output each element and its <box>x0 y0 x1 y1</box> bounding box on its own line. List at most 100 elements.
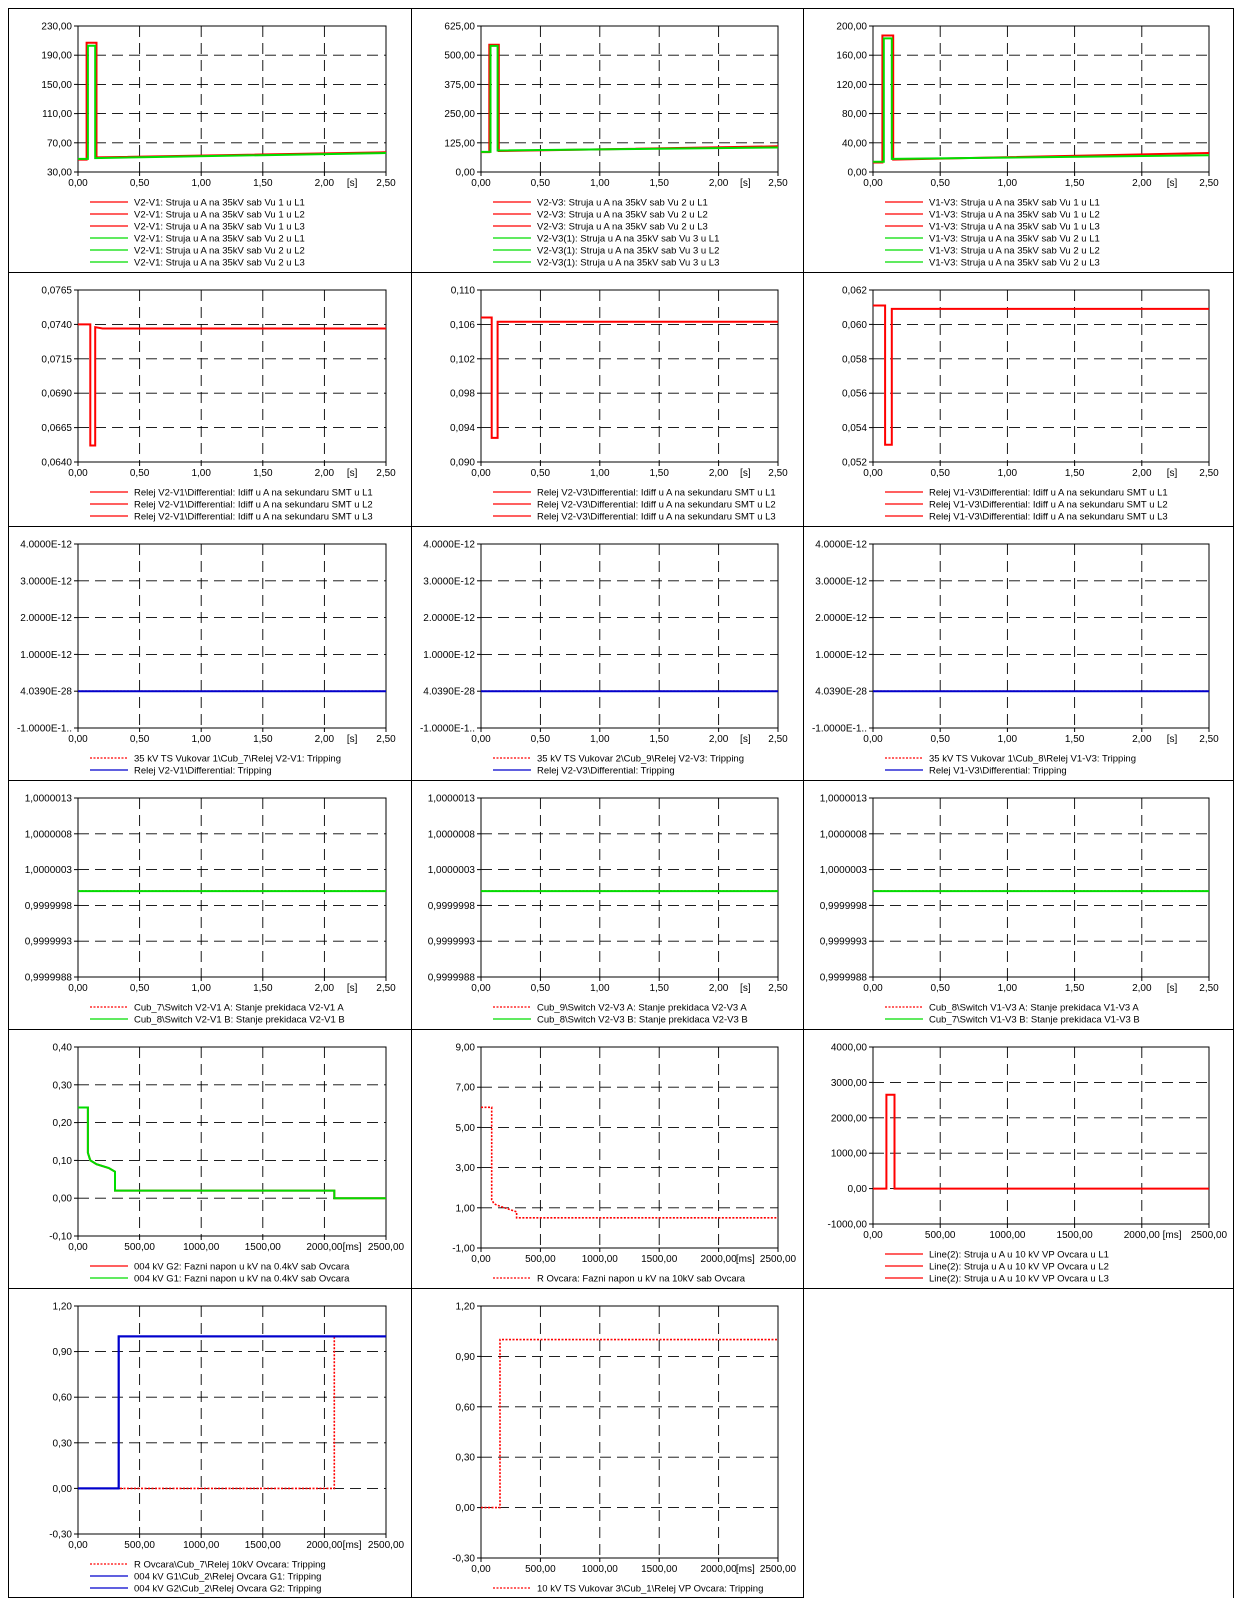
x-tick-label: 500,00 <box>925 1230 956 1241</box>
y-tick-label: 1000,00 <box>831 1149 868 1160</box>
legend-label: V1-V3: Struja u A na 35kV sab Vu 1 u L1 <box>929 198 1100 209</box>
chart-svg: 0,0640 0,0665 0,0690 0,0715 0,0740 0,0765 0,00… <box>41 286 396 523</box>
x-tick-label: 0,00 <box>471 983 491 994</box>
series-line <box>78 1335 386 1490</box>
x-tick-label: 0,00 <box>471 734 491 745</box>
plot-frame <box>480 797 779 978</box>
x-tick-label: 1000,00 <box>183 1540 220 1551</box>
x-tick-label: 1,00 <box>590 734 610 745</box>
x-tick-label: 0,50 <box>531 734 551 745</box>
y-tick-label: 0,090 <box>450 458 475 469</box>
plot-frame <box>77 25 387 173</box>
y-tick-label: 0,90 <box>456 1352 476 1363</box>
series-line <box>873 34 1210 164</box>
legend-label: Relej V2-V1\Differential: Tripping <box>134 766 272 777</box>
cell-border <box>8 272 1234 273</box>
x-tick-label: 500,00 <box>124 1242 155 1253</box>
x-tick-label: 0,50 <box>130 983 150 994</box>
x-tick-label: 0,00 <box>471 1254 491 1265</box>
series-line <box>78 44 387 160</box>
x-tick-label: 2,50 <box>1199 468 1219 479</box>
y-tick-label: -0,30 <box>452 1554 475 1565</box>
legend-label: Relej V1-V3\Differential: Idiff u A na s… <box>929 512 1168 523</box>
y-tick-label: 0,00 <box>848 1184 868 1195</box>
y-tick-label: 3.0000E-12 <box>815 576 867 587</box>
chart-panel: 0,9999988 0,9999993 0,9999998 1,0000003 1,00… <box>8 780 411 1029</box>
series-line <box>873 304 1209 446</box>
x-tick-label: 1,50 <box>253 468 273 479</box>
x-tick-label: 1000,00 <box>582 1564 619 1575</box>
y-tick-label: 4.0000E-12 <box>423 540 475 551</box>
y-tick-label: 0,098 <box>450 389 475 400</box>
chart-panel: -0,10 0,00 0,10 0,20 0,30 0,40 0,00 500,00 1000,… <box>8 1029 411 1288</box>
x-tick-label: 2,00 <box>709 734 729 745</box>
y-tick-label: 5,00 <box>456 1123 476 1134</box>
x-tick-label: 2000,00 <box>701 1254 738 1265</box>
x-tick-label: 2500,00 <box>760 1564 797 1575</box>
plot-frame <box>77 797 387 978</box>
chart-panel: 0,00 40,00 80,00 120,00 160,00 200,00 0,00 0,50… <box>803 8 1234 272</box>
y-tick-label: 0,00 <box>53 1484 73 1495</box>
x-tick-label: 2,50 <box>376 983 396 994</box>
legend-label: Relej V2-V3\Differential: Idiff u A na s… <box>537 500 776 511</box>
chart-svg: -1.0000E-1.. 4.0390E-28 1.0000E-12 2.0000E-… <box>420 540 788 777</box>
plot-frame <box>872 797 1210 978</box>
series-line <box>78 1106 386 1200</box>
y-tick-label: -0,30 <box>49 1530 72 1541</box>
y-tick-label: 2000,00 <box>831 1113 868 1124</box>
plot-frame <box>480 25 779 173</box>
y-tick-label: 4000,00 <box>831 1043 868 1054</box>
x-tick-label: 0,00 <box>863 468 883 479</box>
x-tick-label: 1,50 <box>649 468 669 479</box>
x-tick-label: 2,50 <box>768 468 788 479</box>
legend-label: Relej V2-V3\Differential: Tripping <box>537 766 675 777</box>
y-tick-label: 110,00 <box>42 109 72 120</box>
x-unit-label: [s] <box>347 178 358 189</box>
legend-label: V1-V3: Struja u A na 35kV sab Vu 2 u L3 <box>929 258 1100 269</box>
y-tick-label: 4.0390E-28 <box>815 687 867 698</box>
x-tick-label: 1,00 <box>998 178 1018 189</box>
x-tick-label: 1,00 <box>191 734 211 745</box>
legend-label: V1-V3: Struja u A na 35kV sab Vu 1 u L2 <box>929 210 1100 221</box>
y-tick-label: 0,40 <box>53 1043 73 1054</box>
legend-label: V2-V1: Struja u A na 35kV sab Vu 1 u L2 <box>134 210 305 221</box>
x-tick-label: 1,50 <box>253 178 273 189</box>
plot-frame <box>480 289 779 463</box>
series-line <box>78 1335 386 1490</box>
y-tick-label: 0,60 <box>456 1402 476 1413</box>
y-tick-label: 2.0000E-12 <box>423 613 475 624</box>
y-tick-label: 0,9999993 <box>428 937 476 948</box>
x-tick-label: 2,50 <box>1199 983 1219 994</box>
y-tick-label: 0,20 <box>53 1118 73 1129</box>
x-tick-label: 0,50 <box>930 734 950 745</box>
y-tick-label: 625,00 <box>444 22 475 33</box>
y-tick-label: 1,0000008 <box>428 829 476 840</box>
x-tick-label: 2,00 <box>315 468 335 479</box>
x-tick-label: 2,00 <box>709 178 729 189</box>
x-tick-label: 1,00 <box>998 983 1018 994</box>
chart-panel: 0,090 0,094 0,098 0,102 0,106 0,110 0,00 0,50 1,… <box>411 272 803 526</box>
legend-label: V2-V1: Struja u A na 35kV sab Vu 1 u L1 <box>134 198 305 209</box>
legend-label: V2-V1: Struja u A na 35kV sab Vu 2 u L3 <box>134 258 305 269</box>
x-tick-label: 1,00 <box>998 468 1018 479</box>
legend-label: V2-V1: Struja u A na 35kV sab Vu 2 u L2 <box>134 246 305 257</box>
y-tick-label: 0,60 <box>53 1393 73 1404</box>
x-tick-label: 2,50 <box>768 734 788 745</box>
y-tick-label: 0,102 <box>450 354 475 365</box>
plot-frame <box>77 1305 387 1535</box>
series-line <box>78 323 386 447</box>
chart-panel: -0,30 0,00 0,30 0,60 0,90 1,20 0,00 500,00 1000,… <box>411 1288 803 1598</box>
x-tick-label: 2500,00 <box>1191 1230 1228 1241</box>
chart-svg: 0,00 125,00 250,00 375,00 500,00 625,00 0,00 0,… <box>444 22 788 269</box>
x-tick-label: 0,50 <box>130 734 150 745</box>
y-tick-label: 0,0640 <box>41 458 72 469</box>
y-tick-label: 0,0715 <box>41 354 72 365</box>
y-tick-label: 0,094 <box>450 423 475 434</box>
x-tick-label: 1000,00 <box>582 1254 619 1265</box>
legend-label: 004 kV G2: Fazni napon u kV na 0.4kV sab… <box>134 1262 350 1273</box>
y-tick-label: 4.0390E-28 <box>20 687 72 698</box>
x-tick-label: 1,00 <box>590 178 610 189</box>
x-tick-label: 1,50 <box>1065 468 1085 479</box>
chart-grid: 30,00 70,00 110,00 150,00 190,00 230,00 0,00 0,… <box>8 8 1234 1598</box>
y-tick-label: 120,00 <box>836 80 867 91</box>
